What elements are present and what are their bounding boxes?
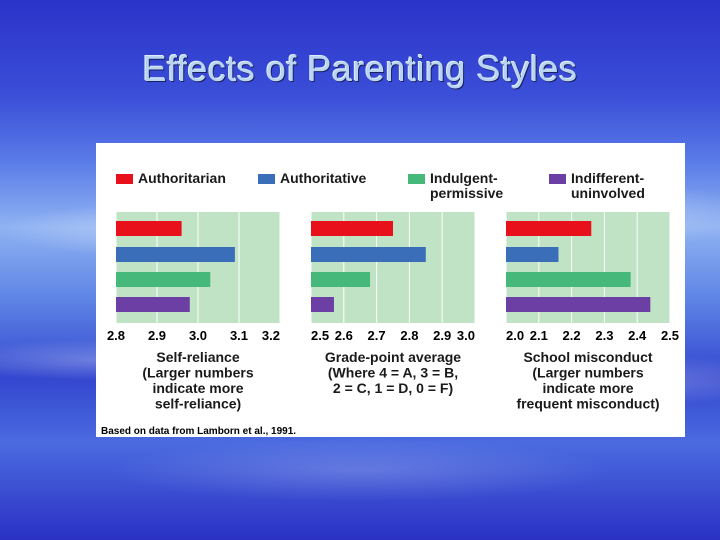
bar-2-1 <box>506 247 559 262</box>
tick-label-1-1: 2.6 <box>335 328 353 343</box>
tick-label-1-0: 2.5 <box>311 328 329 343</box>
bar-1-2 <box>311 272 371 287</box>
tick-label-1-4: 2.9 <box>433 328 451 343</box>
bar-0-3 <box>116 297 190 312</box>
legend-swatch-3 <box>549 174 566 184</box>
panel-label-2-0: School misconduct <box>523 349 652 365</box>
bar-2-3 <box>506 297 651 312</box>
tick-label-2-5: 2.5 <box>661 328 679 343</box>
legend-label-2-0: Indulgent- <box>430 170 498 186</box>
source-note: Based on data from Lamborn et al., 1991. <box>101 426 296 437</box>
bar-0-0 <box>116 221 182 236</box>
panel-label-2-2: indicate more <box>542 380 633 396</box>
legend-label-0-0: Authoritarian <box>138 170 226 186</box>
panel-label-1-2: 2 = C, 1 = D, 0 = F) <box>333 380 453 396</box>
bar-1-3 <box>311 297 334 312</box>
panel-label-1-0: Grade-point average <box>325 349 461 365</box>
tick-label-2-2: 2.2 <box>563 328 581 343</box>
legend-swatch-1 <box>258 174 275 184</box>
bar-2-2 <box>506 272 631 287</box>
legend-label-3-1: uninvolved <box>571 185 645 201</box>
tick-label-2-1: 2.1 <box>530 328 548 343</box>
bar-0-1 <box>116 247 235 262</box>
tick-label-2-3: 2.3 <box>595 328 613 343</box>
tick-label-0-2: 3.0 <box>189 328 207 343</box>
panel-label-1-1: (Where 4 = A, 3 = B, <box>328 365 458 381</box>
tick-label-0-1: 2.9 <box>148 328 166 343</box>
legend-label-3-0: Indifferent- <box>571 170 644 186</box>
bar-0-2 <box>116 272 211 287</box>
tick-label-0-3: 3.1 <box>230 328 248 343</box>
panel-label-0-2: indicate more <box>152 380 243 396</box>
tick-label-1-3: 2.8 <box>400 328 418 343</box>
tick-label-0-4: 3.2 <box>262 328 280 343</box>
legend-swatch-2 <box>408 174 425 184</box>
panel-label-2-3: frequent misconduct) <box>516 396 659 412</box>
chart-figure: Authoritarian Authoritative Indulgent-perm… <box>96 143 685 437</box>
bar-1-1 <box>311 247 426 262</box>
tick-label-1-2: 2.7 <box>368 328 386 343</box>
tick-label-2-4: 2.4 <box>628 328 647 343</box>
legend-swatch-0 <box>116 174 133 184</box>
panel-label-2-1: (Larger numbers <box>532 365 643 381</box>
panel-label-0-1: (Larger numbers <box>142 365 253 381</box>
panel-label-0-3: self-reliance) <box>155 396 241 412</box>
tick-label-1-5: 3.0 <box>457 328 475 343</box>
tick-label-2-0: 2.0 <box>506 328 524 343</box>
panel-label-0-0: Self-reliance <box>156 349 239 365</box>
tick-label-0-0: 2.8 <box>107 328 125 343</box>
bar-2-0 <box>506 221 592 236</box>
slide-title: Effects of Parenting Styles <box>142 48 578 89</box>
chart-svg: Authoritarian Authoritative Indulgent-perm… <box>101 170 679 437</box>
legend-label-1-0: Authoritative <box>280 170 367 186</box>
legend-label-2-1: permissive <box>430 185 503 201</box>
bar-1-0 <box>311 221 393 236</box>
